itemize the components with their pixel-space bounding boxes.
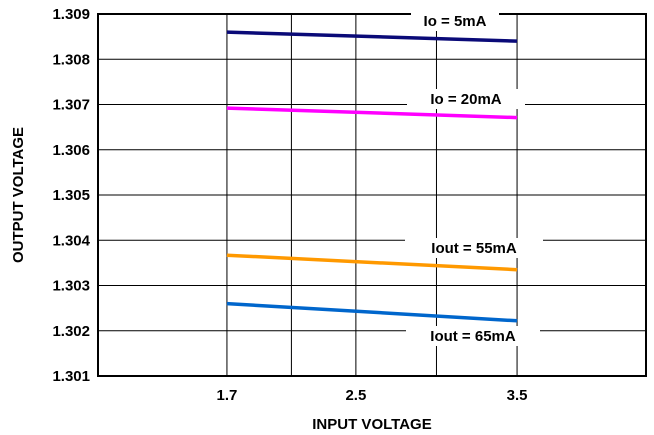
y-axis-title: OUTPUT VOLTAGE — [10, 127, 27, 263]
series-label-bg — [405, 238, 543, 258]
series-label: Iout = 65mA — [430, 328, 516, 345]
y-tick-label: 1.306 — [52, 142, 90, 159]
series-label: Iout = 55mA — [431, 240, 517, 257]
series-line — [226, 253, 518, 272]
x-tick-label: 3.5 — [507, 387, 528, 404]
plot-frame — [97, 13, 647, 377]
y-tick-label: 1.307 — [52, 97, 90, 114]
series-line — [226, 106, 518, 120]
y-tick-label: 1.302 — [52, 323, 90, 340]
x-tick-label: 2.5 — [345, 387, 366, 404]
x-tick-label: 1.7 — [217, 387, 238, 404]
series-layer: Io = 5mA Io = 20mA Iout = 55mA Iout = 65mA — [226, 11, 543, 346]
y-tick-label: 1.309 — [52, 6, 90, 23]
y-tick-label: 1.308 — [52, 51, 90, 68]
grid — [98, 13, 646, 377]
series-label: Io = 20mA — [430, 91, 501, 108]
series-label-bg — [406, 326, 540, 346]
series-line — [226, 301, 518, 323]
y-tick-label: 1.304 — [52, 232, 90, 249]
series-label-bg — [407, 89, 525, 109]
y-tick-label: 1.305 — [52, 187, 90, 204]
tick-labels: 1.301 1.302 1.303 1.304 1.305 1.306 1.307 1.308… — [52, 6, 527, 404]
y-tick-label: 1.301 — [52, 368, 90, 385]
series-line — [226, 30, 518, 43]
series-label-bg — [411, 11, 499, 31]
x-axis-title: INPUT VOLTAGE — [312, 416, 431, 433]
series-label: Io = 5mA — [424, 13, 487, 30]
y-tick-label: 1.303 — [52, 278, 90, 295]
